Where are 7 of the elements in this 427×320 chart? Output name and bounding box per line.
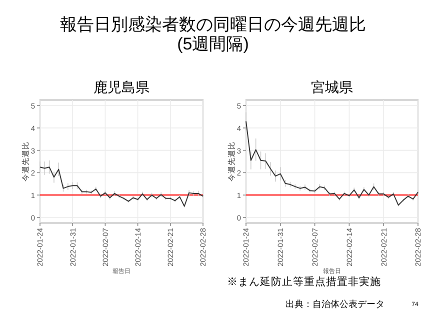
source-note: 出典：自治体公表データ: [286, 299, 384, 309]
line-series: [246, 120, 418, 206]
chart-title: 宮城県: [311, 79, 353, 95]
line-series: [40, 166, 204, 207]
text: ※まん延防止等重点措置非実施: [227, 275, 381, 288]
chart-title: 鹿児島県: [94, 79, 150, 95]
text: 報告日別感染者数の同曜日の今週先週比 (5週間隔): [60, 15, 366, 54]
